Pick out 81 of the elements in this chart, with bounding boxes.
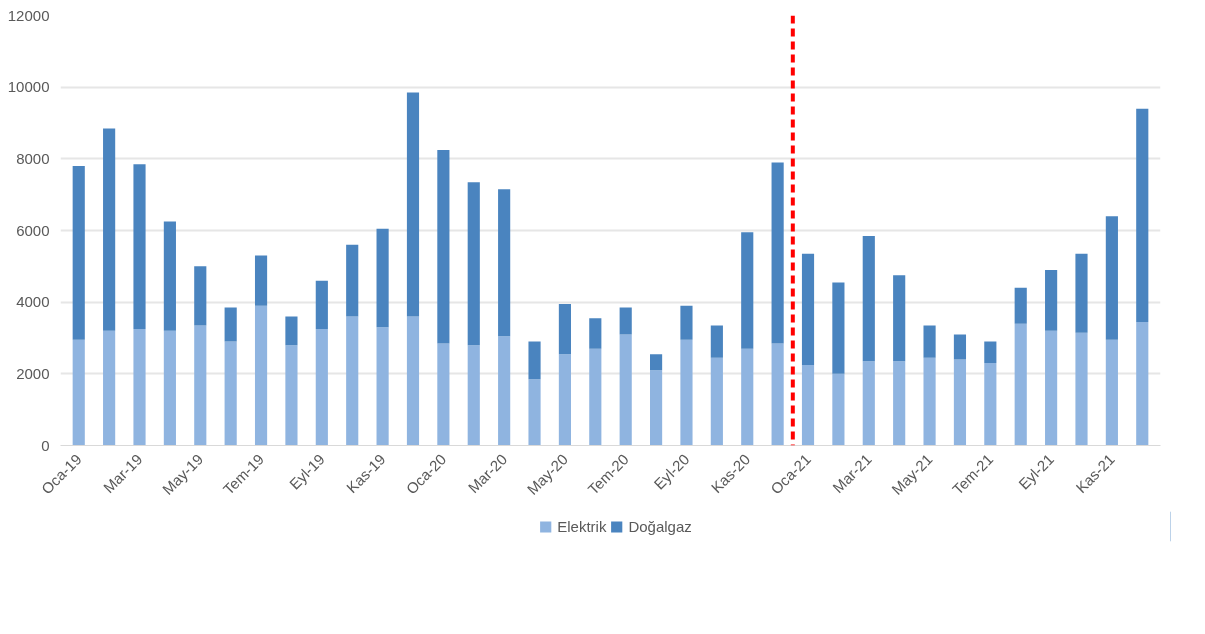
bar bbox=[1105, 339, 1118, 446]
bar bbox=[467, 182, 480, 346]
bar bbox=[376, 228, 389, 328]
bar bbox=[984, 341, 997, 364]
bar bbox=[528, 379, 541, 446]
bar bbox=[710, 357, 723, 446]
bar bbox=[771, 343, 784, 446]
bar bbox=[619, 307, 632, 335]
bar bbox=[923, 357, 936, 446]
bar bbox=[832, 373, 845, 446]
bar bbox=[254, 255, 268, 306]
bar bbox=[376, 327, 389, 446]
bar bbox=[285, 316, 298, 346]
bar bbox=[498, 336, 511, 446]
bar bbox=[498, 189, 511, 337]
bar bbox=[133, 164, 146, 330]
y-tick-label: 12000 bbox=[7, 6, 50, 24]
legend-label: Doğalgaz bbox=[628, 517, 692, 535]
bar bbox=[163, 330, 176, 446]
bar bbox=[1014, 323, 1027, 446]
legend-label: Elektrik bbox=[557, 517, 607, 535]
bar bbox=[1105, 216, 1118, 340]
bar bbox=[437, 343, 450, 446]
bar bbox=[163, 221, 176, 331]
bar bbox=[710, 325, 723, 358]
bar bbox=[224, 307, 237, 342]
bar bbox=[194, 325, 207, 446]
bar bbox=[1075, 253, 1088, 333]
bar bbox=[862, 361, 875, 446]
bar bbox=[680, 305, 693, 340]
bar bbox=[133, 329, 146, 446]
bar bbox=[558, 303, 571, 355]
bar bbox=[528, 341, 541, 380]
bar bbox=[923, 325, 936, 358]
bar bbox=[1136, 321, 1149, 446]
bar bbox=[1045, 330, 1058, 446]
bar bbox=[315, 329, 328, 446]
bar bbox=[467, 345, 480, 446]
bar bbox=[650, 354, 663, 371]
y-tick-label: 6000 bbox=[16, 221, 50, 239]
bar bbox=[650, 370, 663, 446]
y-tick-label: 0 bbox=[41, 436, 50, 454]
bar bbox=[893, 275, 906, 362]
bar bbox=[1136, 108, 1149, 322]
bar bbox=[801, 364, 815, 446]
bar bbox=[346, 316, 359, 446]
bar bbox=[741, 232, 754, 349]
bar bbox=[862, 235, 875, 362]
bar bbox=[558, 354, 571, 446]
bar bbox=[103, 128, 116, 331]
y-tick-label: 2000 bbox=[16, 364, 50, 382]
bar bbox=[801, 253, 815, 365]
bar bbox=[771, 162, 784, 344]
bar bbox=[1045, 269, 1058, 331]
bar bbox=[1075, 332, 1088, 446]
bar bbox=[953, 359, 967, 446]
bar bbox=[224, 341, 237, 446]
bar bbox=[254, 305, 268, 446]
bar bbox=[589, 318, 602, 349]
bar bbox=[103, 330, 116, 446]
bar bbox=[680, 339, 693, 446]
bar bbox=[346, 244, 359, 317]
bar bbox=[406, 316, 420, 446]
bar bbox=[893, 361, 906, 446]
bar bbox=[315, 280, 328, 330]
bar bbox=[194, 266, 207, 326]
bar bbox=[619, 334, 632, 446]
bar bbox=[953, 334, 967, 360]
bar bbox=[406, 92, 420, 317]
bar bbox=[984, 363, 997, 446]
bar bbox=[72, 339, 85, 446]
bar bbox=[589, 348, 602, 446]
bar bbox=[832, 282, 845, 374]
y-tick-label: 4000 bbox=[16, 293, 50, 311]
y-tick-label: 8000 bbox=[16, 149, 50, 167]
bar bbox=[72, 166, 85, 340]
bar bbox=[437, 149, 450, 344]
bar bbox=[741, 348, 754, 446]
bar bbox=[285, 345, 298, 446]
bar bbox=[1014, 287, 1027, 324]
y-tick-label: 10000 bbox=[7, 78, 50, 96]
